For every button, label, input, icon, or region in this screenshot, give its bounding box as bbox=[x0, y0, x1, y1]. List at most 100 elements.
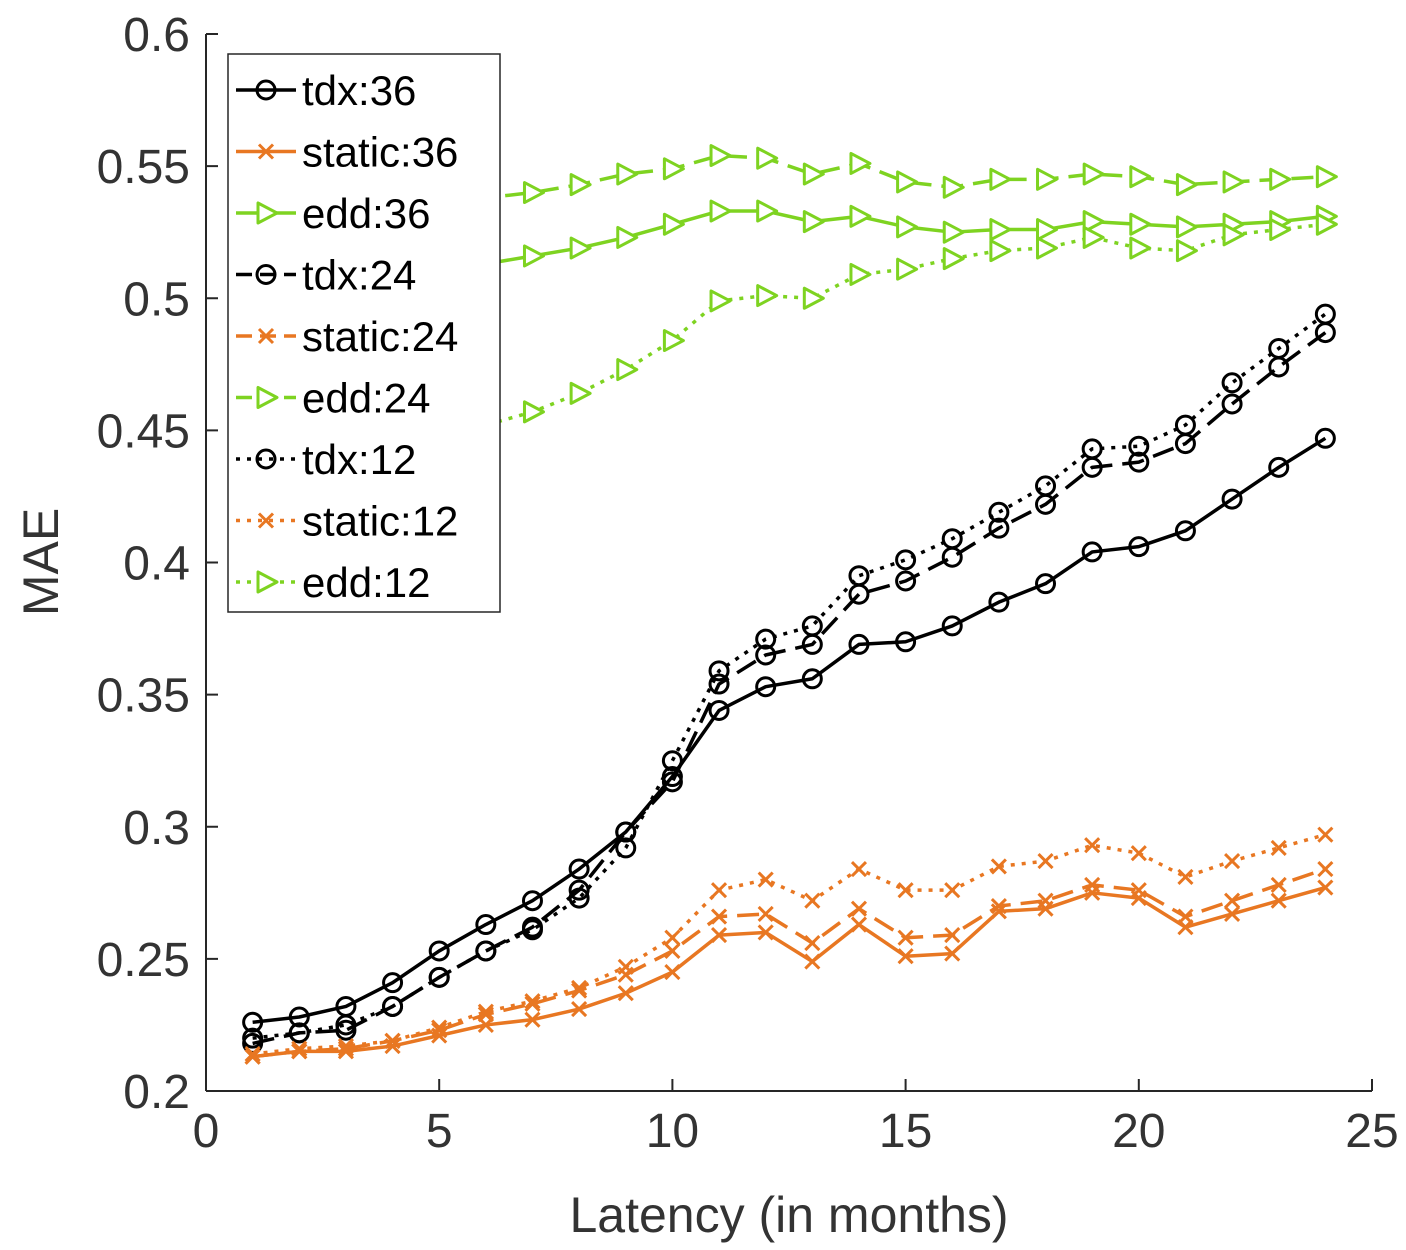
data-point bbox=[801, 615, 823, 637]
data-point bbox=[850, 860, 868, 878]
data-point bbox=[1128, 451, 1150, 473]
data-point bbox=[571, 979, 588, 997]
data-point bbox=[244, 1048, 261, 1065]
data-point bbox=[244, 1045, 261, 1063]
series-tdx-12 bbox=[242, 303, 1336, 1049]
data-point bbox=[710, 908, 728, 925]
data-point bbox=[1268, 356, 1290, 378]
data-point bbox=[802, 286, 825, 310]
data-point bbox=[1035, 475, 1057, 497]
data-point bbox=[1177, 868, 1194, 886]
data-point bbox=[897, 948, 914, 965]
data-point bbox=[989, 218, 1012, 242]
legend-entry: static:24 bbox=[236, 313, 458, 360]
data-point bbox=[477, 1003, 494, 1020]
legend-entry: tdx:24 bbox=[236, 252, 416, 299]
data-point bbox=[616, 358, 639, 382]
ticks: 0 5 10 15 20 25 0.2 0.25 0.3 0.35 0.4 0.45 0.5 0.55 0.… bbox=[97, 9, 1399, 1158]
data-point bbox=[664, 964, 681, 981]
data-point bbox=[617, 958, 634, 975]
data-point bbox=[661, 771, 683, 793]
data-point bbox=[1130, 882, 1147, 899]
legend-marker bbox=[257, 143, 275, 160]
data-point bbox=[522, 181, 545, 205]
data-point bbox=[988, 517, 1010, 539]
legend-label: static:24 bbox=[302, 313, 458, 360]
data-point bbox=[756, 146, 779, 170]
data-point bbox=[524, 993, 541, 1010]
series-line-static-12 bbox=[252, 832, 1326, 1056]
data-point bbox=[521, 919, 543, 941]
data-point bbox=[757, 905, 774, 923]
data-point bbox=[757, 924, 774, 941]
data-point bbox=[1224, 905, 1241, 923]
data-point bbox=[710, 882, 728, 899]
legend-marker bbox=[257, 512, 275, 529]
data-point bbox=[568, 879, 590, 901]
data-point bbox=[1317, 860, 1334, 878]
y-axis-title: MAE bbox=[13, 508, 69, 616]
data-point bbox=[1221, 393, 1243, 415]
data-point bbox=[755, 628, 777, 650]
data-point bbox=[521, 890, 543, 912]
data-point bbox=[664, 929, 681, 946]
data-point bbox=[756, 199, 779, 223]
data-point bbox=[1269, 167, 1292, 191]
legend-label: static:12 bbox=[302, 498, 458, 545]
data-point bbox=[848, 565, 870, 587]
data-point bbox=[1317, 879, 1334, 896]
data-point bbox=[571, 982, 588, 999]
data-point bbox=[942, 247, 965, 271]
data-point bbox=[1269, 218, 1292, 242]
data-point bbox=[568, 887, 590, 909]
legend-marker bbox=[255, 448, 277, 470]
data-point bbox=[989, 167, 1012, 191]
data-point bbox=[988, 591, 1010, 613]
data-point bbox=[1177, 908, 1194, 925]
data-point bbox=[944, 945, 961, 962]
data-point bbox=[1222, 223, 1245, 247]
data-point bbox=[849, 151, 872, 175]
data-point bbox=[661, 750, 683, 772]
data-point bbox=[990, 897, 1007, 915]
y-tick-label: 0.25 bbox=[97, 934, 190, 987]
series-line-static-36 bbox=[252, 885, 1326, 1059]
data-point bbox=[804, 934, 821, 952]
data-point bbox=[895, 570, 917, 592]
legend-label: tdx:24 bbox=[302, 252, 416, 299]
x-tick-label: 5 bbox=[426, 1105, 453, 1158]
data-point bbox=[895, 631, 917, 653]
data-point bbox=[944, 927, 961, 944]
data-point bbox=[1082, 210, 1105, 234]
data-point bbox=[850, 916, 868, 933]
data-point bbox=[242, 1027, 264, 1049]
data-point bbox=[757, 871, 774, 888]
series-line-static-24 bbox=[252, 867, 1326, 1059]
x-tick-label: 0 bbox=[193, 1105, 220, 1158]
data-point bbox=[1174, 520, 1196, 542]
legend-marker bbox=[256, 386, 279, 409]
data-point bbox=[708, 673, 730, 695]
legend-entry: edd:12 bbox=[236, 559, 430, 606]
data-point bbox=[941, 615, 963, 637]
x-tick-label: 25 bbox=[1345, 1105, 1398, 1158]
legend-label: tdx:12 bbox=[302, 436, 416, 483]
data-point bbox=[242, 1011, 264, 1033]
data-point bbox=[942, 220, 965, 244]
x-axis-title: Latency (in months) bbox=[569, 1187, 1008, 1243]
data-point bbox=[1270, 876, 1287, 893]
series-static-12 bbox=[244, 826, 1334, 1063]
data-point bbox=[662, 157, 685, 181]
data-point bbox=[1175, 239, 1198, 263]
data-point bbox=[1315, 212, 1338, 236]
data-point bbox=[1315, 165, 1338, 189]
y-tick-label: 0.4 bbox=[123, 538, 190, 591]
data-point bbox=[1037, 892, 1054, 909]
data-point bbox=[384, 1032, 401, 1049]
legend-marker bbox=[256, 201, 279, 225]
data-point bbox=[1129, 212, 1152, 236]
data-point bbox=[941, 528, 963, 550]
data-point bbox=[1268, 456, 1290, 478]
data-point bbox=[756, 284, 779, 308]
data-point bbox=[291, 1043, 308, 1060]
